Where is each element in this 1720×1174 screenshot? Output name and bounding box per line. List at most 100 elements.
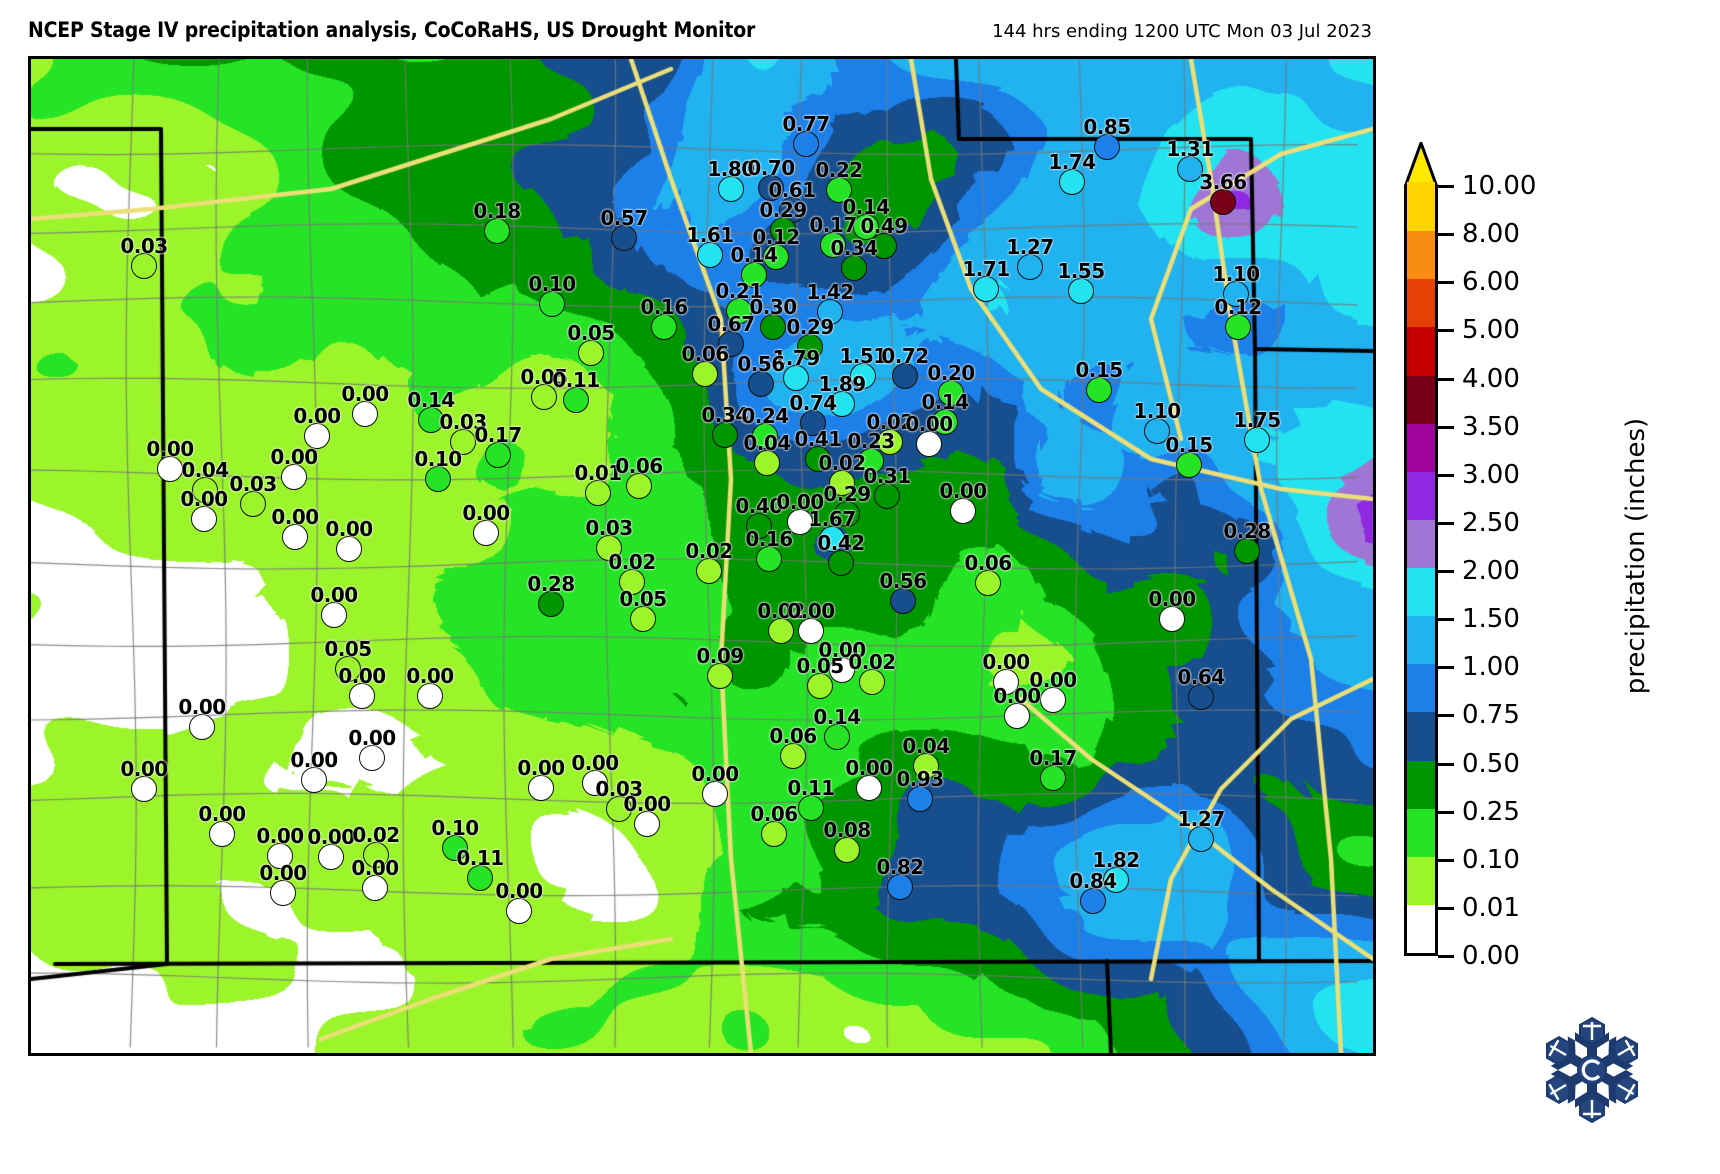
station-marker[interactable] bbox=[763, 244, 789, 270]
station-marker[interactable] bbox=[1188, 684, 1214, 710]
station-marker[interactable] bbox=[270, 880, 296, 906]
station-marker[interactable] bbox=[877, 429, 903, 455]
station-marker[interactable] bbox=[828, 550, 854, 576]
station-marker[interactable] bbox=[467, 865, 493, 891]
station-marker[interactable] bbox=[783, 365, 809, 391]
station-marker[interactable] bbox=[1080, 888, 1106, 914]
station-marker[interactable] bbox=[741, 262, 767, 288]
station-marker[interactable] bbox=[1094, 134, 1120, 160]
station-marker[interactable] bbox=[1068, 278, 1094, 304]
precipitation-map[interactable]: 0.03 0.18 0.57 1.80 0.70 0.77 0.22 0.61 0.85 1.31… bbox=[28, 56, 1376, 1056]
station-marker[interactable] bbox=[829, 470, 855, 496]
station-marker[interactable] bbox=[858, 448, 884, 474]
station-marker[interactable] bbox=[485, 442, 511, 468]
station-marker[interactable] bbox=[531, 384, 557, 410]
station-marker[interactable] bbox=[606, 796, 632, 822]
station-marker[interactable] bbox=[932, 409, 958, 435]
station-marker[interactable] bbox=[871, 233, 897, 259]
station-marker[interactable] bbox=[887, 874, 913, 900]
station-marker[interactable] bbox=[442, 835, 468, 861]
station-marker[interactable] bbox=[484, 218, 510, 244]
station-marker[interactable] bbox=[780, 743, 806, 769]
station-marker[interactable] bbox=[189, 714, 215, 740]
station-marker[interactable] bbox=[131, 776, 157, 802]
station-marker[interactable] bbox=[349, 683, 375, 709]
station-marker[interactable] bbox=[596, 535, 622, 561]
station-marker[interactable] bbox=[538, 591, 564, 617]
station-marker[interactable] bbox=[585, 480, 611, 506]
station-marker[interactable] bbox=[359, 745, 385, 771]
station-marker[interactable] bbox=[281, 464, 307, 490]
station-marker[interactable] bbox=[797, 334, 823, 360]
station-marker[interactable] bbox=[819, 526, 845, 552]
station-marker[interactable] bbox=[506, 898, 532, 924]
station-marker[interactable] bbox=[626, 473, 652, 499]
station-marker[interactable] bbox=[752, 423, 778, 449]
station-marker[interactable] bbox=[856, 775, 882, 801]
station-marker[interactable] bbox=[993, 669, 1019, 695]
station-marker[interactable] bbox=[630, 606, 656, 632]
station-marker[interactable] bbox=[131, 253, 157, 279]
station-marker[interactable] bbox=[321, 602, 347, 628]
station-marker[interactable] bbox=[718, 176, 744, 202]
station-marker[interactable] bbox=[336, 536, 362, 562]
station-marker[interactable] bbox=[362, 875, 388, 901]
station-marker[interactable] bbox=[578, 340, 604, 366]
station-marker[interactable] bbox=[975, 570, 1001, 596]
station-marker[interactable] bbox=[450, 429, 476, 455]
station-marker[interactable] bbox=[539, 291, 565, 317]
station-marker[interactable] bbox=[1017, 254, 1043, 280]
station-marker[interactable] bbox=[702, 781, 728, 807]
station-marker[interactable] bbox=[1225, 314, 1251, 340]
station-marker[interactable] bbox=[304, 423, 330, 449]
station-marker[interactable] bbox=[1223, 281, 1249, 307]
station-marker[interactable] bbox=[798, 618, 824, 644]
station-marker[interactable] bbox=[157, 456, 183, 482]
station-marker[interactable] bbox=[651, 314, 677, 340]
station-marker[interactable] bbox=[418, 407, 444, 433]
station-marker[interactable] bbox=[826, 177, 852, 203]
station-marker[interactable] bbox=[787, 509, 813, 535]
station-marker[interactable] bbox=[192, 477, 218, 503]
station-marker[interactable] bbox=[1244, 427, 1270, 453]
station-marker[interactable] bbox=[756, 546, 782, 572]
station-marker[interactable] bbox=[798, 795, 824, 821]
station-marker[interactable] bbox=[318, 844, 344, 870]
station-marker[interactable] bbox=[913, 753, 939, 779]
station-marker[interactable] bbox=[1144, 418, 1170, 444]
station-marker[interactable] bbox=[1159, 606, 1185, 632]
station-marker[interactable] bbox=[1177, 156, 1203, 182]
station-marker[interactable] bbox=[707, 663, 733, 689]
station-marker[interactable] bbox=[619, 569, 645, 595]
station-marker[interactable] bbox=[1040, 687, 1066, 713]
station-marker[interactable] bbox=[209, 821, 235, 847]
station-marker[interactable] bbox=[805, 446, 831, 472]
station-marker[interactable] bbox=[859, 669, 885, 695]
station-marker[interactable] bbox=[1103, 867, 1129, 893]
station-marker[interactable] bbox=[793, 131, 819, 157]
station-marker[interactable] bbox=[712, 422, 738, 448]
station-marker[interactable] bbox=[892, 363, 918, 389]
station-marker[interactable] bbox=[829, 657, 855, 683]
station-marker[interactable] bbox=[850, 363, 876, 389]
station-marker[interactable] bbox=[634, 811, 660, 837]
station-marker[interactable] bbox=[1086, 377, 1112, 403]
station-marker[interactable] bbox=[1234, 538, 1260, 564]
station-marker[interactable] bbox=[834, 501, 860, 527]
station-marker[interactable] bbox=[820, 232, 846, 258]
station-marker[interactable] bbox=[696, 558, 722, 584]
station-marker[interactable] bbox=[1176, 452, 1202, 478]
station-marker[interactable] bbox=[907, 786, 933, 812]
station-marker[interactable] bbox=[301, 767, 327, 793]
station-marker[interactable] bbox=[1004, 703, 1030, 729]
station-marker[interactable] bbox=[352, 401, 378, 427]
station-marker[interactable] bbox=[768, 618, 794, 644]
station-marker[interactable] bbox=[726, 298, 752, 324]
station-marker[interactable] bbox=[240, 491, 266, 517]
station-marker[interactable] bbox=[829, 391, 855, 417]
station-marker[interactable] bbox=[754, 450, 780, 476]
station-marker[interactable] bbox=[758, 175, 784, 201]
station-marker[interactable] bbox=[473, 520, 499, 546]
station-marker[interactable] bbox=[611, 225, 637, 251]
station-marker[interactable] bbox=[718, 331, 744, 357]
